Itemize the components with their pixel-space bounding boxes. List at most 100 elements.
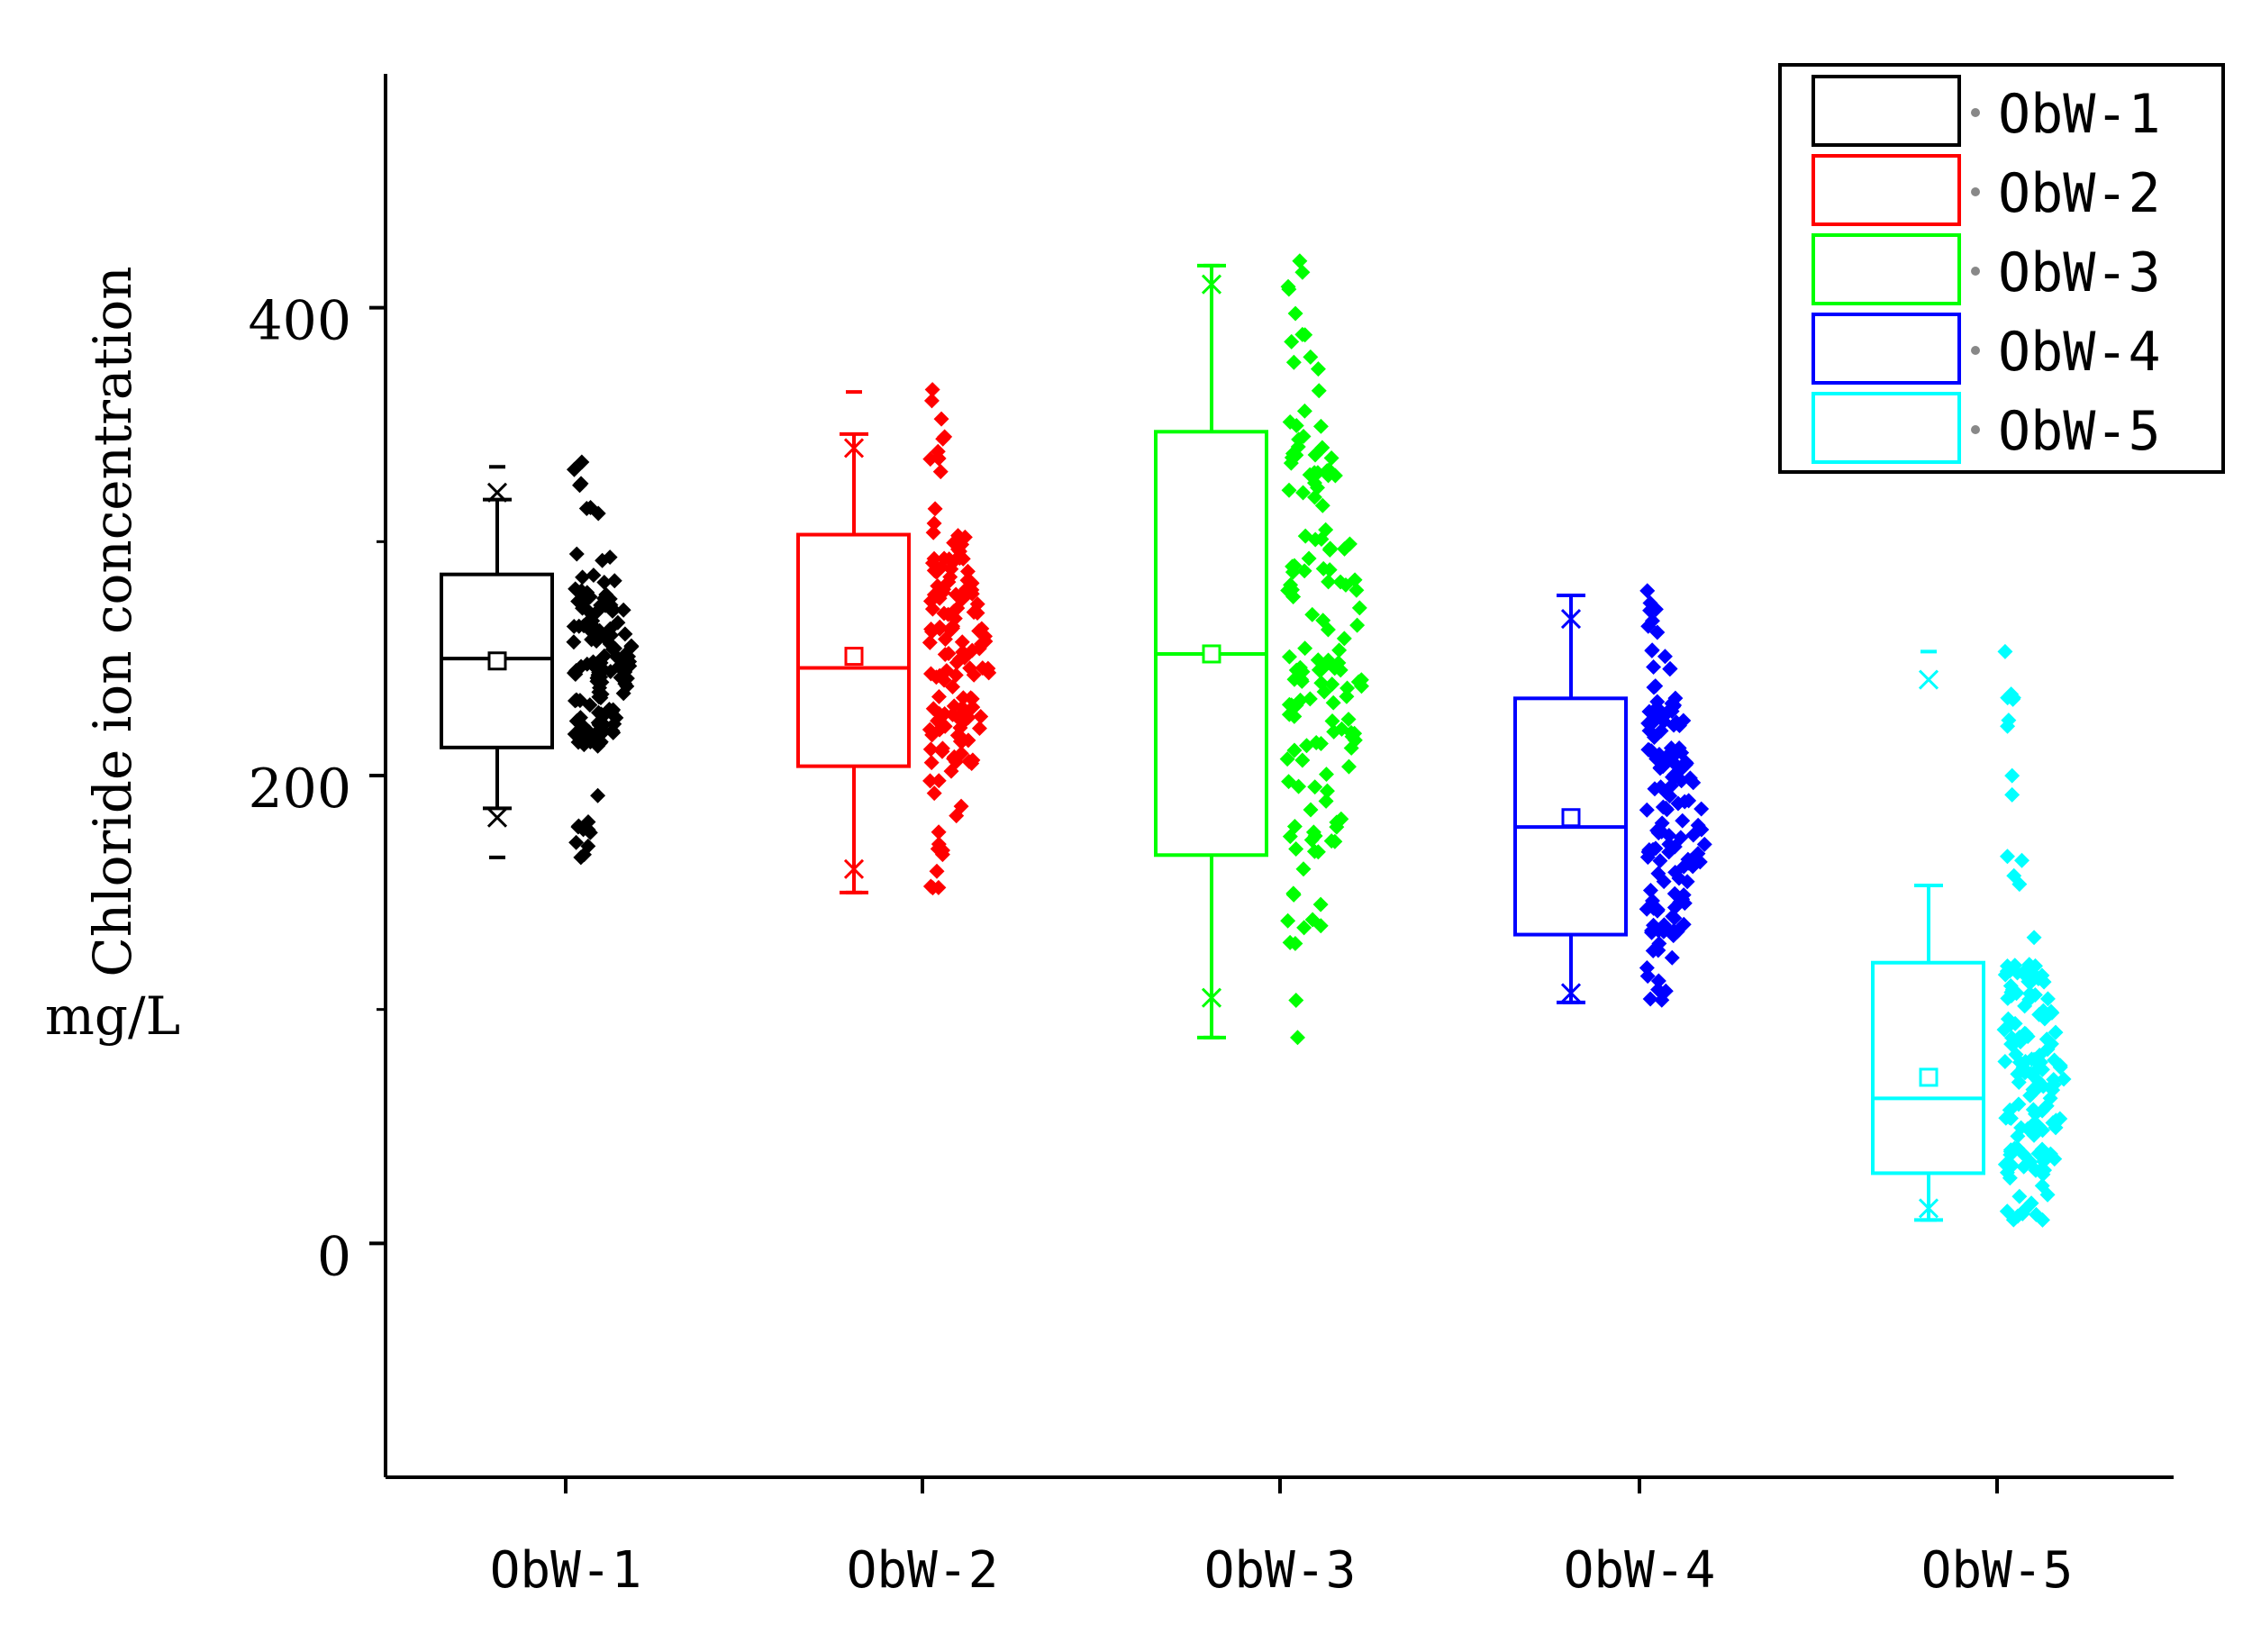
data-point (1650, 982, 1666, 998)
data-point (1659, 802, 1675, 818)
percentile-marker (1918, 1198, 1939, 1219)
data-point (1646, 729, 1662, 745)
x-tick-label: ObW-3 (1204, 1541, 1357, 1600)
percentile-marker (1918, 669, 1939, 690)
data-point (931, 621, 948, 637)
data-point (931, 688, 947, 704)
scatter-points (922, 382, 997, 896)
data-point (944, 607, 959, 623)
data-point (2002, 1111, 2019, 1127)
data-point (1324, 713, 1340, 730)
data-point (1294, 752, 1311, 768)
data-point (1646, 658, 1662, 675)
data-point (1316, 684, 1332, 700)
data-point (941, 551, 958, 567)
data-point (595, 628, 612, 644)
data-point (1315, 613, 1331, 629)
data-point (929, 863, 945, 879)
data-point (1339, 688, 1355, 704)
data-point (959, 563, 976, 579)
data-point (1308, 734, 1324, 750)
data-point (926, 515, 942, 531)
legend-label: ObW-3 (1998, 241, 2161, 304)
data-point (931, 824, 947, 840)
data-point (969, 605, 985, 622)
data-point (1280, 912, 1296, 929)
data-point (1999, 849, 2015, 865)
data-point (2002, 1170, 2018, 1186)
data-point (1663, 740, 1679, 757)
scatter-points (1996, 643, 2072, 1228)
data-point (1294, 664, 1311, 680)
data-point (1286, 742, 1303, 758)
data-point (922, 741, 939, 758)
data-point (934, 740, 950, 757)
legend-swatch (1812, 313, 1961, 385)
data-point (1341, 536, 1358, 552)
data-point (1678, 755, 1694, 771)
data-point (1321, 541, 1338, 558)
data-point (586, 567, 602, 584)
data-point (582, 824, 598, 840)
data-point (923, 755, 940, 771)
data-point (924, 727, 940, 743)
mean-marker (844, 647, 864, 667)
data-point (593, 597, 609, 613)
data-point (1303, 832, 1320, 849)
data-point (1288, 840, 1304, 857)
legend-label: ObW-2 (1998, 162, 2161, 225)
data-point (2048, 1024, 2064, 1040)
data-point (1668, 757, 1684, 773)
data-point (1647, 781, 1663, 797)
data-point (1288, 697, 1304, 713)
box-group-ObW-3 (1154, 253, 1369, 1046)
data-point (1296, 563, 1312, 579)
y-axis-unit: mg/L (45, 985, 180, 1047)
percentile-marker (1560, 608, 1582, 630)
data-point (566, 634, 582, 650)
y-axis-title: Chloride ion concentration (82, 266, 143, 976)
data-point (2044, 1004, 2060, 1021)
data-point (1333, 811, 1349, 827)
data-point (2028, 1206, 2044, 1222)
data-point (964, 691, 980, 707)
data-point (2014, 852, 2029, 868)
data-point (965, 752, 981, 768)
legend-dot (1971, 425, 1980, 434)
legend-dot (1971, 346, 1980, 355)
data-point (935, 585, 951, 601)
legend-dot (1971, 267, 1980, 276)
data-point (1315, 560, 1331, 576)
data-point (2011, 1075, 2027, 1091)
data-point (1288, 993, 1304, 1009)
data-point (1652, 853, 1668, 869)
data-point (923, 621, 940, 637)
data-point (1648, 678, 1664, 694)
data-point (602, 549, 618, 566)
data-point (576, 737, 592, 753)
data-point (1306, 465, 1322, 481)
legend-label: ObW-5 (1998, 400, 2161, 463)
data-point (973, 709, 989, 725)
percentile-marker (1201, 274, 1222, 295)
data-point (2047, 1052, 2063, 1068)
data-point (1681, 855, 1697, 871)
data-point (1279, 751, 1295, 767)
data-point (1641, 742, 1657, 758)
box-group-ObW-2 (796, 382, 997, 896)
data-point (1997, 1054, 2013, 1069)
data-point (1282, 829, 1298, 845)
data-point (977, 628, 994, 644)
data-point (606, 573, 622, 589)
data-point (1297, 640, 1313, 657)
data-point (1685, 775, 1702, 791)
data-point (926, 550, 942, 567)
data-point (2036, 974, 2052, 990)
y-tick-label: 200 (248, 758, 351, 821)
data-point (1340, 758, 1357, 775)
data-point (2011, 876, 2028, 893)
data-point (1295, 485, 1312, 501)
data-point (568, 692, 585, 708)
data-point (1650, 973, 1666, 989)
data-point (1649, 903, 1666, 919)
